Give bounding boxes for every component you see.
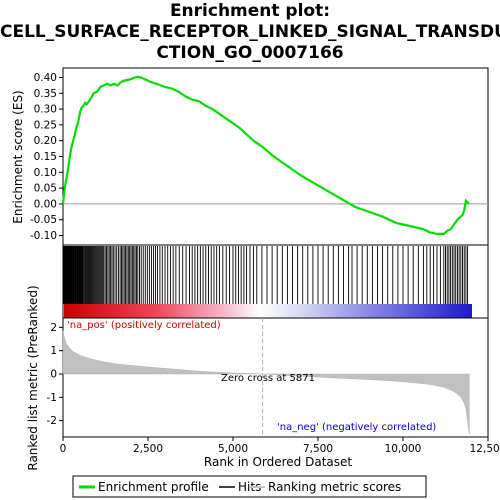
metric-y-axis: -2 -1 0 1 2 (47, 322, 63, 427)
es-y-tick-label: 0.05 (34, 183, 57, 195)
enrichment-profile-line (61, 75, 471, 235)
title-line-2: CELL_SURFACE_RECEPTOR_LINKED_SIGNAL_TRAN… (0, 22, 500, 42)
x-tick-label: 7,500 (303, 443, 333, 455)
positive-correlation-label: 'na_pos' (positively correlated) (67, 320, 221, 331)
metric-y-tick-label: -2 (47, 415, 57, 427)
x-axis-label: Rank in Ordered Dataset (204, 455, 352, 469)
es-y-axis-label: Enrichment score (ES) (11, 90, 25, 223)
metric-y-tick-label: -1 (47, 392, 57, 404)
chart-title: Enrichment plot: CELL_SURFACE_RECEPTOR_L… (0, 1, 500, 64)
metric-y-tick-label: 1 (50, 345, 57, 357)
es-y-tick-label: 0.10 (34, 167, 57, 179)
es-y-tick-label: 0.30 (34, 104, 57, 116)
es-y-tick-label: 0.15 (34, 151, 57, 163)
negative-correlation-label: 'na_neg' (negatively correlated) (277, 422, 436, 433)
metric-y-tick-label: 0 (50, 369, 57, 381)
es-y-axis: -0.10 -0.05 0.00 0.05 0.10 0.15 0.20 0.25 0.30 0.… (30, 72, 63, 242)
x-tick-label: 2,500 (133, 443, 163, 455)
legend-label-enrichment: Enrichment profile (98, 480, 209, 494)
zero-cross-label: Zero cross at 5871 (221, 373, 315, 384)
x-tick-label: 10,000 (385, 443, 422, 455)
hits-marks (62, 246, 469, 304)
title-line-1: Enrichment plot: (169, 1, 331, 21)
es-y-tick-label: 0.35 (34, 88, 57, 100)
es-y-tick-label: 0.20 (34, 135, 57, 147)
title-line-3: CTION_GO_0007166 (156, 43, 344, 63)
x-tick-label: 12,500 (470, 443, 500, 455)
es-y-tick-label: 0.00 (34, 198, 57, 210)
legend: Enrichment profile Hits Ranking metric s… (72, 475, 427, 498)
ranking-metric-area (62, 330, 470, 435)
es-y-tick-label: 0.40 (34, 72, 57, 84)
x-axis: 0 2,500 5,000 7,500 10,000 12,500 (60, 437, 500, 455)
es-y-tick-label: 0.25 (34, 119, 57, 131)
metric-y-tick-label: 2 (50, 322, 57, 334)
x-tick-label: 5,000 (218, 443, 248, 455)
es-y-tick-label: -0.10 (30, 230, 57, 242)
metric-panel-frame (62, 317, 489, 438)
legend-label-metric: Ranking metric scores (268, 480, 401, 494)
x-tick-label: 0 (60, 443, 67, 455)
es-y-tick-label: -0.05 (30, 214, 57, 226)
metric-y-axis-label: Ranked list metric (PreRanked) (26, 285, 40, 470)
rank-gradient-bar (64, 304, 472, 318)
